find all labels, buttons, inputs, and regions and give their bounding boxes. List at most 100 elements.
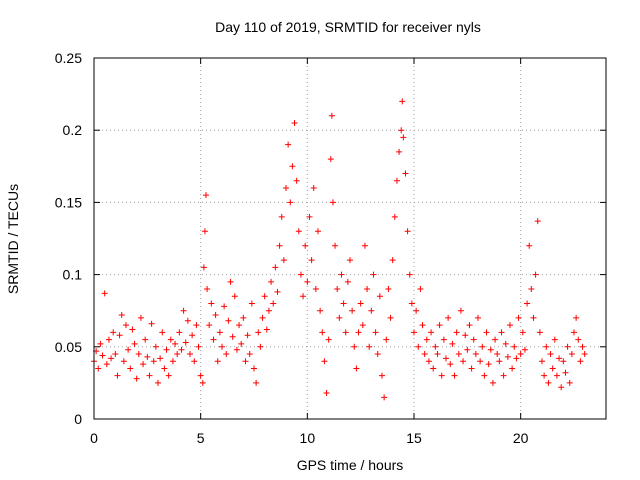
data-point	[308, 257, 315, 264]
data-point	[485, 361, 492, 368]
data-point	[453, 329, 460, 336]
data-point	[438, 372, 445, 379]
data-point	[184, 317, 191, 324]
data-point	[366, 343, 373, 350]
data-point	[214, 358, 221, 365]
data-point	[421, 351, 428, 358]
data-point	[423, 336, 430, 343]
data-point	[487, 346, 494, 353]
data-point	[319, 329, 326, 336]
data-point	[274, 288, 281, 295]
data-point	[327, 156, 334, 163]
data-point	[396, 148, 403, 155]
data-point	[355, 329, 362, 336]
data-point	[447, 361, 454, 368]
data-point	[101, 290, 108, 297]
data-point	[95, 365, 102, 372]
data-point	[575, 336, 582, 343]
data-point	[165, 372, 172, 379]
data-point	[257, 343, 264, 350]
data-point	[133, 375, 140, 382]
data-point	[509, 365, 516, 372]
data-point	[534, 218, 541, 225]
data-point	[408, 300, 415, 307]
data-point	[560, 358, 567, 365]
data-point	[108, 355, 115, 362]
data-point	[477, 358, 484, 365]
data-point	[146, 372, 153, 379]
data-point	[251, 365, 257, 372]
data-point	[163, 346, 170, 353]
data-point	[334, 286, 341, 293]
data-point	[253, 379, 260, 386]
chart-title: Day 110 of 2019, SRMTID for receiver nyl…	[215, 19, 481, 35]
data-point	[167, 336, 174, 343]
data-point	[261, 293, 268, 300]
data-point	[364, 286, 371, 293]
data-point	[338, 271, 345, 278]
data-point	[159, 329, 166, 336]
data-point	[428, 329, 435, 336]
y-tick-label: 0.25	[55, 50, 82, 66]
data-point	[148, 320, 155, 327]
data-point	[270, 300, 277, 307]
data-point	[233, 346, 240, 353]
data-point	[547, 351, 554, 358]
data-point	[193, 322, 200, 329]
x-tick-label: 15	[406, 430, 422, 446]
data-point	[417, 286, 424, 293]
grid-lines	[94, 58, 606, 419]
data-point	[195, 343, 202, 350]
y-tick-label: 0.1	[63, 267, 83, 283]
data-point	[210, 336, 217, 343]
data-point	[524, 300, 531, 307]
data-point	[494, 351, 501, 358]
data-point	[425, 358, 432, 365]
data-point	[347, 257, 353, 264]
data-point	[317, 307, 324, 314]
data-point	[187, 351, 193, 358]
data-point	[302, 242, 309, 249]
data-point	[297, 271, 304, 278]
data-point	[481, 372, 488, 379]
data-point	[144, 353, 151, 360]
data-point	[137, 314, 144, 321]
data-point	[351, 343, 358, 350]
data-point	[312, 286, 319, 293]
data-point	[263, 326, 270, 333]
data-point	[475, 314, 481, 321]
data-point	[500, 372, 507, 379]
data-point	[246, 351, 253, 358]
data-point	[293, 177, 300, 184]
data-point	[114, 372, 121, 379]
data-point	[344, 278, 351, 285]
data-point	[304, 278, 311, 285]
data-point	[387, 314, 394, 321]
x-tick-label: 10	[300, 430, 316, 446]
data-point	[157, 355, 164, 362]
data-point	[357, 300, 364, 307]
data-point	[212, 312, 219, 319]
data-point	[204, 286, 211, 293]
data-point	[129, 326, 136, 333]
data-point	[142, 336, 149, 343]
data-point	[110, 329, 117, 336]
data-point	[434, 351, 441, 358]
data-point	[289, 163, 296, 170]
data-point	[457, 307, 464, 314]
data-point	[197, 372, 204, 379]
data-point	[300, 293, 307, 300]
data-point	[539, 358, 545, 365]
data-point	[127, 365, 134, 372]
x-axis-label: GPS time / hours	[297, 457, 404, 473]
data-point	[526, 242, 533, 249]
data-point	[349, 307, 356, 314]
data-point	[105, 336, 112, 343]
data-point	[558, 384, 565, 391]
data-point	[359, 322, 366, 329]
data-point	[328, 112, 335, 119]
data-point	[504, 353, 511, 360]
data-point	[483, 329, 490, 336]
data-point	[280, 257, 287, 264]
data-point	[532, 271, 539, 278]
